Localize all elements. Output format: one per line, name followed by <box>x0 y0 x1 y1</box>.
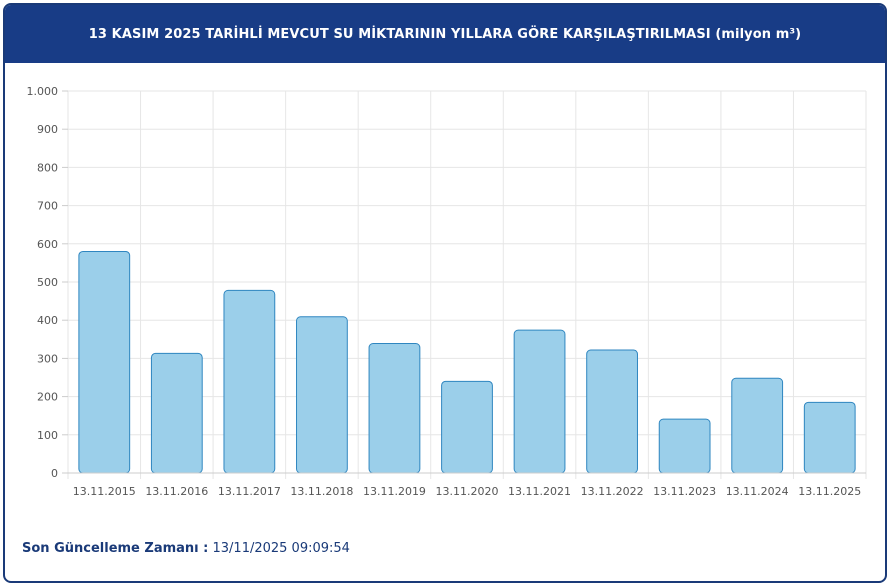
bar-13.11.2018[interactable] <box>296 316 348 474</box>
bar-13.11.2019[interactable] <box>368 343 421 474</box>
y-tick-label: 100 <box>37 429 58 442</box>
last-update-value: 13/11/2025 09:09:54 <box>212 541 350 556</box>
chart-header: 13 KASIM 2025 TARİHLİ MEVCUT SU MİKTARIN… <box>5 5 885 63</box>
y-tick-label: 800 <box>37 161 58 174</box>
y-tick-label: 200 <box>37 391 58 404</box>
y-tick-label: 0 <box>51 467 58 480</box>
y-tick-label: 700 <box>37 200 58 213</box>
bar-13.11.2024[interactable] <box>731 377 784 474</box>
y-tick-label: 300 <box>37 352 58 365</box>
y-axis-ticks: 0 100 200 300 400 500 600 700 800 900 1.000 <box>27 85 68 480</box>
last-update: Son Güncelleme Zamanı : 13/11/2025 09:09… <box>22 541 350 556</box>
y-tick-label: 600 <box>37 238 58 251</box>
bar-13.11.2015[interactable] <box>78 250 131 474</box>
chart-card: 13 KASIM 2025 TARİHLİ MEVCUT SU MİKTARIN… <box>3 3 887 583</box>
x-tick-label: 13.11.2020 <box>436 485 499 498</box>
y-tick-label: 400 <box>37 314 58 327</box>
x-tick-label: 13.11.2025 <box>798 485 861 498</box>
chart-title: 13 KASIM 2025 TARİHLİ MEVCUT SU MİKTARIN… <box>88 26 802 42</box>
bars <box>78 250 856 474</box>
y-tick-label: 1.000 <box>27 85 59 98</box>
y-tick-label: 900 <box>37 123 58 136</box>
x-tick-label: 13.11.2021 <box>508 485 571 498</box>
x-tick-label: 13.11.2023 <box>653 485 716 498</box>
x-tick-label: 13.11.2024 <box>726 485 789 498</box>
x-tick-label: 13.11.2019 <box>363 485 426 498</box>
bar-13.11.2021[interactable] <box>513 329 566 474</box>
x-tick-label: 13.11.2017 <box>218 485 281 498</box>
bar-13.11.2022[interactable] <box>586 349 638 474</box>
x-tick-label: 13.11.2015 <box>73 485 136 498</box>
x-tick-label: 13.11.2016 <box>145 485 208 498</box>
bar-13.11.2023[interactable] <box>658 418 711 474</box>
y-tick-label: 500 <box>37 276 58 289</box>
x-axis-ticks: 13.11.2015 13.11.2016 13.11.2017 13.11.2018… <box>68 472 866 498</box>
bar-13.11.2017[interactable] <box>223 289 276 474</box>
x-tick-label: 13.11.2018 <box>290 485 353 498</box>
x-tick-label: 13.11.2022 <box>581 485 644 498</box>
bar-13.11.2025[interactable] <box>803 401 856 474</box>
bar-13.11.2020[interactable] <box>441 380 493 474</box>
bar-13.11.2016[interactable] <box>150 352 203 474</box>
last-update-label: Son Güncelleme Zamanı : <box>22 541 209 556</box>
